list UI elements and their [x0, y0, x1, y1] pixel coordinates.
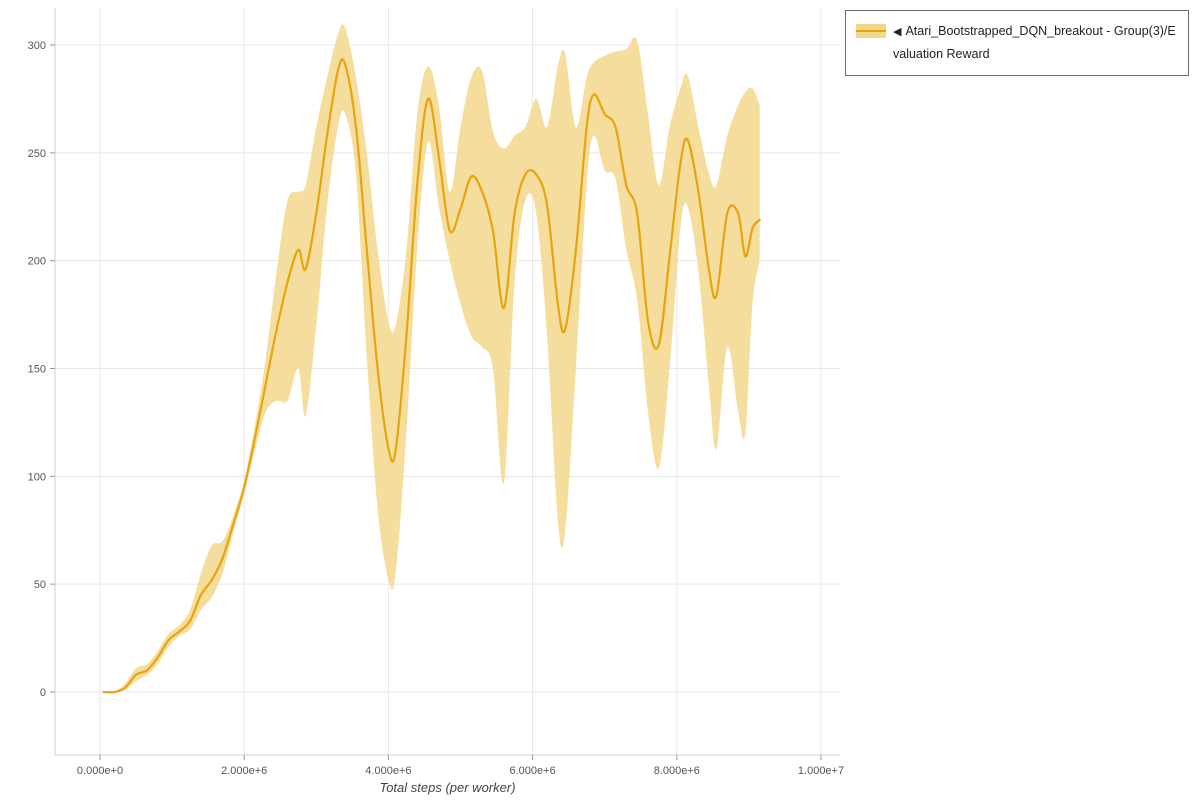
mean-line — [102, 58, 761, 694]
y-tick-label: 50 — [34, 579, 46, 591]
x-tick-label: 0.000e+0 — [77, 765, 123, 777]
y-tick-label: 100 — [28, 471, 46, 483]
y-tick-label: 0 — [40, 687, 46, 699]
legend[interactable]: ◀ Atari_Bootstrapped_DQN_breakout - Group… — [845, 10, 1189, 77]
x-tick-label: 6.000e+6 — [510, 765, 556, 777]
y-tick-label: 200 — [28, 256, 46, 268]
y-tick-label: 300 — [28, 40, 46, 52]
x-tick-label: 2.000e+6 — [221, 765, 267, 777]
x-tick-label: 8.000e+6 — [654, 765, 700, 777]
x-axis-title: Total steps (per worker) — [379, 780, 516, 795]
legend-collapse-icon[interactable]: ◀ — [893, 26, 902, 38]
legend-label: Atari_Bootstrapped_DQN_breakout - Group(… — [893, 24, 1176, 62]
legend-series-swatch — [856, 24, 886, 38]
y-tick-label: 150 — [28, 364, 46, 376]
legend-entry: ◀ Atari_Bootstrapped_DQN_breakout - Group… — [893, 20, 1178, 66]
x-tick-label: 1.000e+7 — [798, 765, 844, 777]
x-tick-label: 4.000e+6 — [365, 765, 411, 777]
legend-series-line — [856, 30, 886, 32]
y-tick-label: 250 — [28, 148, 46, 160]
